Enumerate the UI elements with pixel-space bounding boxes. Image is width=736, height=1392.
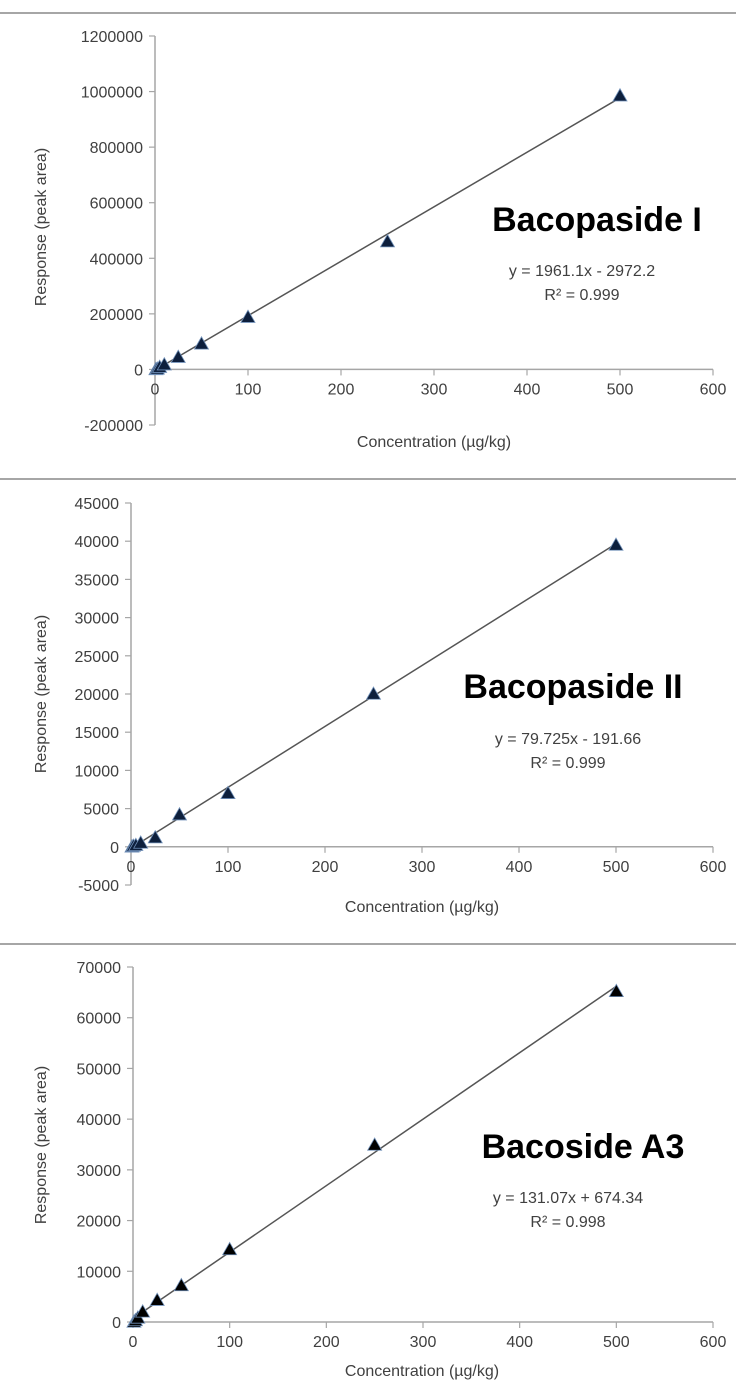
x-tick-label: 500	[603, 1334, 630, 1351]
x-tick-label: 300	[421, 381, 448, 398]
y-axis-label: Response (peak area)	[33, 148, 50, 306]
x-axis-label: Concentration (µg/kg)	[345, 899, 499, 916]
y-tick-label: 20000	[75, 687, 120, 704]
y-tick-label: 10000	[75, 763, 120, 780]
r-squared: R² = 0.998	[530, 1214, 605, 1231]
x-tick-label: 500	[603, 859, 630, 876]
y-tick-label: 70000	[77, 960, 122, 977]
chart-panel-bacopaside-ii: -5000 0 5000 10000 15000 20000 25000 30000 35000…	[0, 480, 736, 942]
y-tick-label: 35000	[75, 572, 120, 589]
x-tick-label: 0	[151, 381, 160, 398]
tick-labels-group: -500005000100001500020000250003000035000…	[75, 496, 727, 895]
chart-panel-bacoside-a3: 0 10000 20000 30000 40000 50000 60000 70000 0 100…	[0, 945, 736, 1387]
data-point	[612, 87, 628, 102]
data-point	[149, 1292, 165, 1306]
data-point	[133, 835, 149, 849]
separator-1	[0, 478, 736, 480]
marks-group	[124, 537, 624, 853]
data-point	[365, 686, 382, 700]
y-tick-label: -200000	[84, 418, 143, 435]
y-tick-label: 1000000	[81, 85, 143, 102]
y-tick-label: 5000	[83, 802, 119, 819]
x-tick-label: 400	[506, 1334, 533, 1351]
x-tick-label: 100	[216, 1334, 243, 1351]
tick-labels-group: -200000 0 200000 400000 600000 800000 1000000 1…	[81, 29, 727, 435]
data-point	[134, 1304, 151, 1318]
x-tick-label: 100	[215, 859, 242, 876]
r-squared: R² = 0.999	[530, 755, 605, 772]
trendline-equation: y = 79.725x - 191.66	[495, 731, 641, 748]
x-tick-label: 200	[312, 859, 339, 876]
y-tick-label: 0	[134, 362, 143, 379]
separator-2	[0, 943, 736, 945]
y-tick-label: 30000	[77, 1163, 122, 1180]
y-tick-label: 45000	[75, 496, 120, 513]
x-tick-label: 600	[700, 1334, 727, 1351]
x-tick-label: 300	[410, 1334, 437, 1351]
data-point	[379, 233, 396, 248]
trendline-equation: y = 131.07x + 674.34	[493, 1190, 643, 1207]
y-tick-label: 1200000	[81, 29, 143, 46]
y-tick-label: 800000	[90, 140, 143, 157]
data-point	[608, 983, 625, 997]
y-tick-label: 600000	[90, 196, 143, 213]
x-tick-label: 300	[409, 859, 436, 876]
data-point	[156, 356, 172, 371]
marks-group	[148, 87, 628, 376]
annotation-title: Bacopaside II	[463, 668, 682, 706]
annotation-title: Bacoside A3	[482, 1128, 685, 1166]
x-tick-label: 100	[235, 381, 262, 398]
trendline	[132, 985, 617, 1320]
r-squared: R² = 0.999	[544, 287, 619, 304]
top-separator	[0, 12, 736, 14]
y-tick-label: 400000	[90, 251, 143, 268]
y-tick-label: 40000	[75, 534, 120, 551]
annotation-title: Bacopaside I	[492, 201, 702, 239]
y-tick-label: 0	[112, 1315, 121, 1332]
data-point	[366, 1137, 383, 1151]
x-tick-label: 0	[129, 1334, 138, 1351]
data-point	[240, 309, 256, 323]
trendline-equation: y = 1961.1x - 2972.2	[509, 263, 655, 280]
x-axis-label: Concentration (µg/kg)	[345, 1363, 499, 1380]
x-tick-label: 200	[328, 381, 355, 398]
y-tick-label: 20000	[77, 1214, 122, 1231]
chart-panel-bacopaside-i: -200000 0 200000 400000 600000 800000 1000000 1…	[0, 14, 736, 476]
x-tick-label: 400	[506, 859, 533, 876]
x-tick-label: 0	[127, 859, 136, 876]
y-tick-label: 25000	[75, 649, 120, 666]
x-tick-label: 200	[313, 1334, 340, 1351]
chart-bacoside-a3: 0 10000 20000 30000 40000 50000 60000 70000 0 100…	[33, 960, 727, 1380]
x-tick-label: 600	[700, 859, 727, 876]
data-point	[171, 806, 188, 821]
y-tick-label: -5000	[78, 878, 119, 895]
data-point	[170, 349, 186, 363]
chart-bacopaside-ii: -500005000100001500020000250003000035000…	[33, 496, 727, 916]
data-point	[608, 537, 624, 551]
marks-group	[126, 983, 625, 1328]
x-tick-label: 600	[700, 381, 727, 398]
x-tick-label: 500	[607, 381, 634, 398]
y-tick-label: 0	[110, 840, 119, 857]
y-tick-label: 200000	[90, 307, 143, 324]
x-tick-label: 400	[514, 381, 541, 398]
y-tick-label: 30000	[75, 611, 120, 628]
x-axis-label: Concentration (µg/kg)	[357, 434, 511, 451]
data-point	[193, 336, 210, 350]
y-tick-label: 60000	[77, 1011, 122, 1028]
data-point	[173, 1277, 190, 1292]
y-tick-label: 10000	[77, 1264, 122, 1281]
axes-group	[125, 502, 714, 886]
axes-group	[127, 966, 714, 1328]
data-point	[221, 1241, 238, 1256]
y-tick-label: 50000	[77, 1061, 122, 1078]
tick-labels-group: 0 10000 20000 30000 40000 50000 60000 70000 0 100…	[77, 960, 727, 1351]
y-axis-label: Response (peak area)	[33, 1066, 50, 1224]
data-point	[220, 785, 236, 799]
y-axis-label: Response (peak area)	[33, 615, 50, 773]
data-point	[147, 829, 163, 844]
y-tick-label: 40000	[77, 1112, 122, 1129]
y-tick-label: 15000	[75, 725, 120, 742]
chart-bacopaside-i: -200000 0 200000 400000 600000 800000 1000000 1…	[33, 29, 727, 451]
